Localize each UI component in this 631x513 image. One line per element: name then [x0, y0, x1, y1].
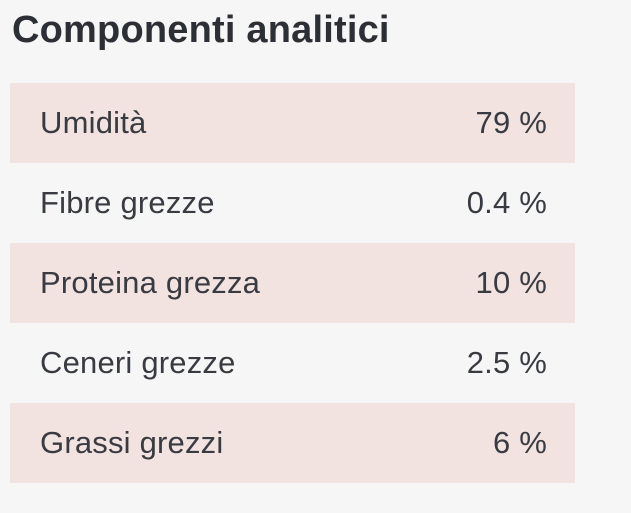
row-value: 0.4 %	[466, 185, 547, 220]
page-title: Componenti analitici	[12, 9, 390, 51]
row-value: 79 %	[475, 105, 547, 140]
analytics-table: Umidità 79 % Fibre grezze 0.4 % Proteina…	[10, 83, 575, 483]
table-row: Fibre grezze 0.4 %	[10, 163, 575, 243]
row-label: Umidità	[40, 105, 147, 140]
row-label: Grassi grezzi	[40, 425, 224, 460]
row-label: Proteina grezza	[40, 265, 261, 300]
row-value: 2.5 %	[466, 345, 547, 380]
table-row: Ceneri grezze 2.5 %	[10, 323, 575, 403]
row-label: Ceneri grezze	[40, 345, 236, 380]
row-value: 10 %	[475, 265, 547, 300]
table-row: Umidità 79 %	[10, 83, 575, 163]
row-label: Fibre grezze	[40, 185, 215, 220]
table-row: Grassi grezzi 6 %	[10, 403, 575, 483]
row-value: 6 %	[492, 425, 547, 460]
table-row: Proteina grezza 10 %	[10, 243, 575, 323]
